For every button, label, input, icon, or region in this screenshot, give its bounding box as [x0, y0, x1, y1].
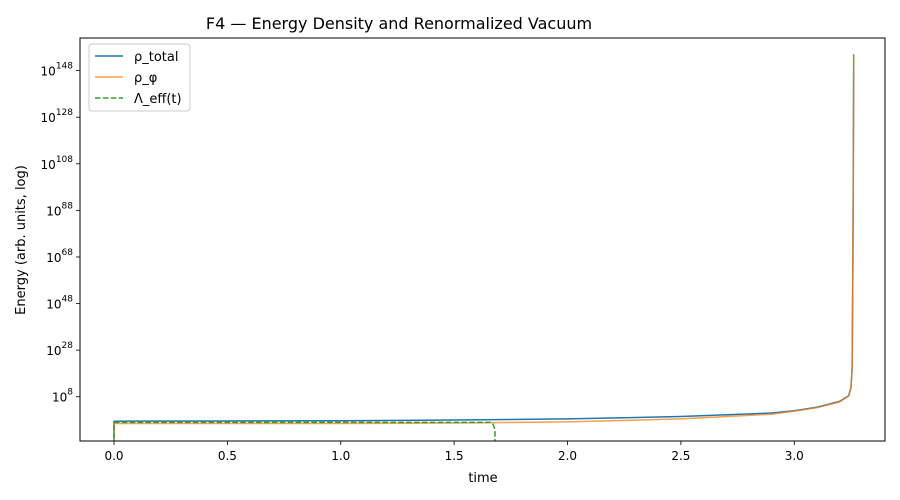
y-tick-label-base: 10	[41, 65, 56, 79]
y-tick-label-exponent: 108	[56, 155, 73, 165]
x-tick-label: 0.5	[218, 449, 237, 463]
legend-label-2: ρ_φ	[134, 71, 157, 86]
x-tick-label: 1.0	[331, 449, 350, 463]
legend: ρ_total ρ_φ Λ_eff(t)	[88, 43, 191, 112]
y-tick-label-base: 10	[52, 391, 67, 405]
y-tick-label: 108	[52, 388, 73, 405]
legend-label-1: ρ_total	[134, 50, 178, 65]
y-tick-label-base: 10	[46, 298, 61, 312]
y-axis-label: Energy (arb. units, log)	[14, 165, 29, 315]
series-line-1	[113, 54, 855, 441]
y-tick-label-base: 10	[41, 111, 56, 125]
y-tick-label-base: 10	[46, 204, 61, 218]
x-tick-label: 2.0	[558, 449, 577, 463]
y-tick-label: 1068	[46, 248, 73, 265]
x-tick-label: 2.5	[671, 449, 690, 463]
y-tick-label-base: 10	[46, 251, 61, 265]
y-tick-label-exponent: 8	[67, 388, 73, 398]
y-tick-label: 1088	[46, 201, 73, 218]
series-line-3	[113, 421, 496, 441]
x-tick-label: 0.0	[104, 449, 123, 463]
series-line-2	[113, 54, 855, 441]
x-tick-label: 1.5	[445, 449, 464, 463]
plot-area-frame	[79, 37, 886, 442]
legend-box	[88, 43, 191, 112]
x-axis-label: time	[468, 471, 497, 486]
y-tick-label-exponent: 88	[62, 201, 74, 211]
y-tick-label-exponent: 128	[56, 108, 73, 118]
y-tick-label-exponent: 148	[56, 62, 73, 72]
x-axis: 0.0 0.5 1.0 1.5 2.0 2.5 3.0	[104, 441, 804, 463]
y-tick-label: 1028	[46, 341, 73, 358]
y-tick-label-exponent: 28	[62, 341, 74, 351]
y-tick-label-exponent: 68	[62, 248, 74, 258]
y-tick-label: 10108	[41, 155, 74, 172]
y-tick-label-base: 10	[41, 158, 56, 172]
y-tick-label: 1048	[46, 295, 73, 312]
y-tick-label-base: 10	[46, 344, 61, 358]
y-tick-label: 10128	[41, 108, 74, 125]
x-tick-label: 3.0	[785, 449, 804, 463]
chart-title: F4 — Energy Density and Renormalized Vac…	[206, 14, 592, 33]
legend-label-3: Λ_eff(t)	[134, 92, 182, 107]
y-tick-label-exponent: 48	[62, 295, 74, 305]
y-tick-label: 10148	[41, 62, 74, 79]
